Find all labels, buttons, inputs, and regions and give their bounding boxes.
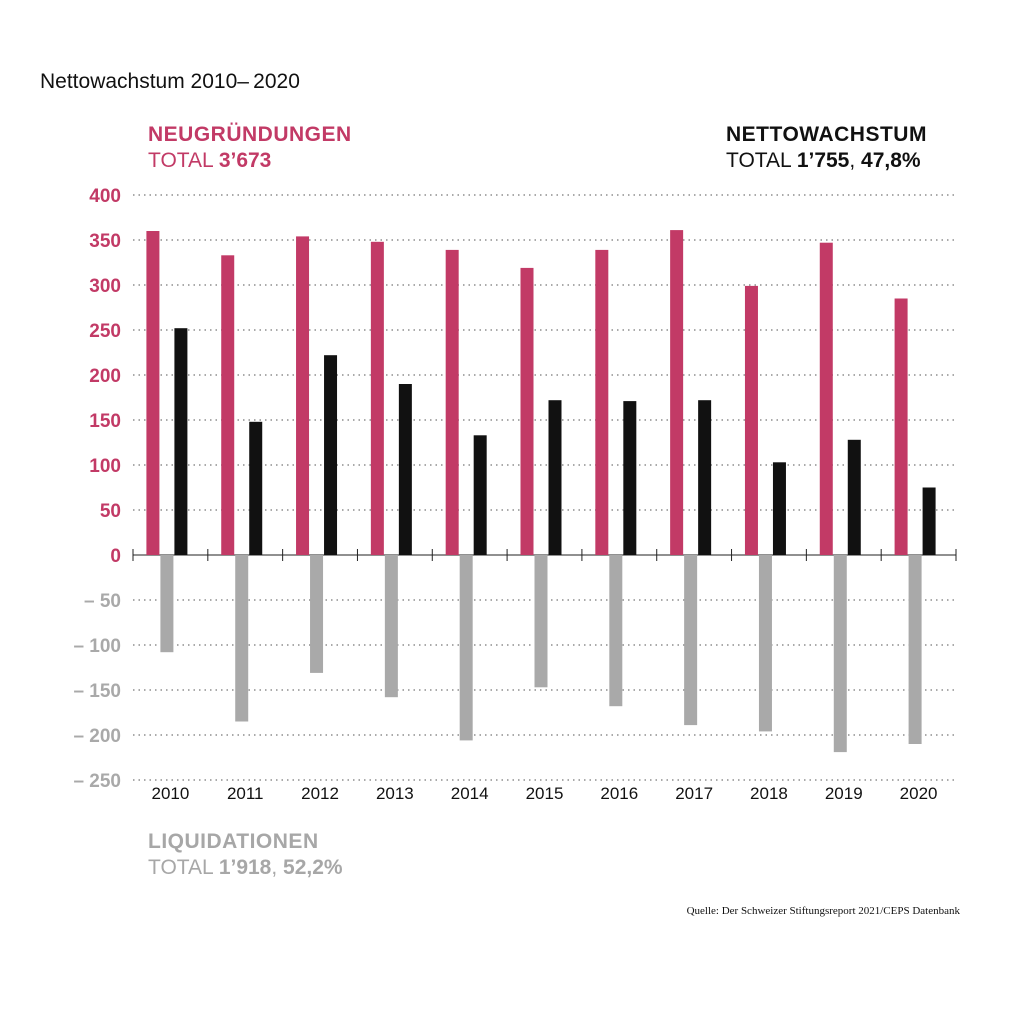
legend-nettowachstum-label: NETTOWACHSTUM — [726, 123, 927, 146]
x-tick-label: 2018 — [750, 784, 788, 803]
y-tick-label: 150 — [89, 411, 121, 432]
bar-neugruendungen — [744, 285, 758, 555]
y-tick-label: 400 — [89, 186, 121, 207]
legend-neugruendungen-label: NEUGRÜNDUNGEN — [148, 123, 352, 146]
bar-liquidationen — [459, 555, 473, 741]
bar-neugruendungen — [520, 267, 534, 555]
bar-neugruendungen — [894, 298, 908, 555]
bar-liquidationen — [310, 555, 324, 673]
bar-neugruendungen — [595, 249, 609, 555]
source-note: Quelle: Der Schweizer Stiftungsreport 20… — [686, 905, 960, 917]
y-tick-label: 250 — [89, 321, 121, 342]
legend-liquidationen: LIQUIDATIONEN TOTAL 1’918, 52,2% — [148, 829, 343, 881]
bar-nettowachstum — [623, 401, 637, 555]
y-tick-label: 50 — [100, 501, 121, 522]
bar-nettowachstum — [249, 421, 263, 555]
bar-nettowachstum — [174, 328, 188, 555]
legend-liquidationen-label: LIQUIDATIONEN — [148, 830, 319, 853]
y-tick-label: 350 — [89, 231, 121, 252]
y-tick-label: – 50 — [84, 591, 121, 612]
bar-liquidationen — [908, 555, 922, 744]
y-tick-label: – 150 — [73, 681, 121, 702]
bar-neugruendungen — [670, 230, 684, 555]
legend-neugruendungen: NEUGRÜNDUNGEN TOTAL 3’673 — [148, 122, 352, 174]
bar-nettowachstum — [324, 355, 338, 555]
bar-nettowachstum — [698, 400, 712, 555]
legend-neugruendungen-total: TOTAL 3’673 — [148, 149, 272, 172]
y-tick-label: – 200 — [73, 726, 121, 747]
bar-liquidationen — [160, 555, 174, 653]
bar-neugruendungen — [296, 236, 310, 555]
x-tick-label: 2016 — [600, 784, 638, 803]
x-tick-label: 2019 — [825, 784, 863, 803]
legend-liquidationen-total: TOTAL 1’918, 52,2% — [148, 856, 343, 879]
y-tick-label: – 100 — [73, 636, 121, 657]
legend-nettowachstum: NETTOWACHSTUM TOTAL 1’755, 47,8% — [726, 122, 927, 174]
bar-liquidationen — [534, 555, 548, 688]
bar-nettowachstum — [398, 384, 412, 555]
bar-liquidationen — [684, 555, 698, 726]
bar-nettowachstum — [548, 400, 562, 555]
bar-liquidationen — [384, 555, 398, 698]
y-tick-label: 100 — [89, 456, 121, 477]
bar-liquidationen — [833, 555, 847, 753]
bar-neugruendungen — [445, 249, 459, 555]
x-tick-label: 2012 — [301, 784, 339, 803]
x-tick-label: 2013 — [376, 784, 414, 803]
bar-nettowachstum — [922, 487, 936, 555]
x-tick-label: 2014 — [451, 784, 489, 803]
bar-neugruendungen — [819, 242, 833, 555]
x-tick-label: 2011 — [227, 784, 264, 803]
bar-nettowachstum — [772, 462, 786, 555]
x-tick-label: 2010 — [151, 784, 189, 803]
chart-title: Nettowachstum 2010– 2020 — [40, 70, 300, 93]
bar-nettowachstum — [473, 435, 487, 555]
bar-liquidationen — [758, 555, 772, 732]
legend-nettowachstum-total: TOTAL 1’755, 47,8% — [726, 149, 921, 172]
bar-neugruendungen — [370, 241, 384, 556]
x-tick-label: 2015 — [526, 784, 564, 803]
bar-neugruendungen — [146, 231, 160, 555]
bar-nettowachstum — [847, 439, 861, 555]
y-tick-label: 300 — [89, 276, 121, 297]
x-tick-label: 2017 — [675, 784, 713, 803]
y-tick-label: 0 — [110, 546, 121, 567]
y-tick-label: – 250 — [73, 771, 121, 792]
bar-liquidationen — [609, 555, 623, 707]
y-tick-label: 200 — [89, 366, 121, 387]
bar-liquidationen — [235, 555, 249, 722]
bar-neugruendungen — [221, 255, 235, 556]
x-tick-label: 2020 — [900, 784, 938, 803]
